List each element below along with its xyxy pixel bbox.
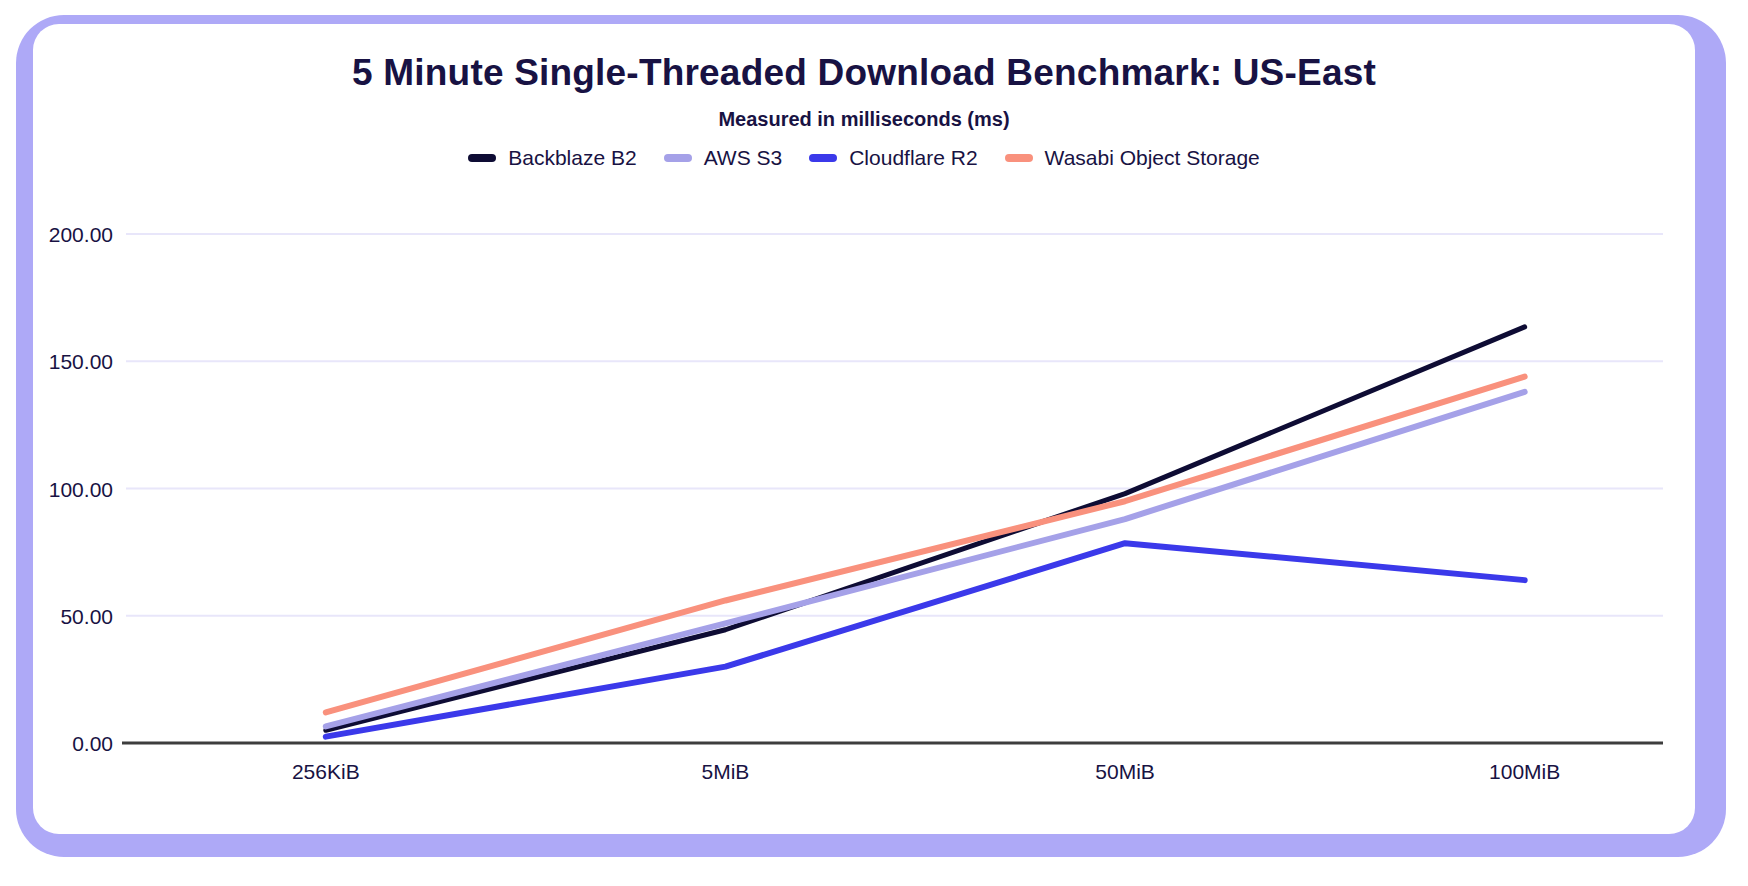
y-tick-label: 150.00 bbox=[49, 350, 113, 373]
y-tick-label: 50.00 bbox=[60, 605, 113, 628]
x-category-label: 256KiB bbox=[292, 760, 360, 783]
series-line-backblaze-b2 bbox=[326, 327, 1525, 730]
series-line-wasabi-object-storage bbox=[326, 377, 1525, 713]
y-tick-label: 100.00 bbox=[49, 478, 113, 501]
y-tick-label: 0.00 bbox=[72, 732, 113, 755]
line-chart: 0.00 50.00 100.00 150.00 200.00 256KiB 5MiB 50M… bbox=[0, 0, 1748, 886]
y-tick-label: 200.00 bbox=[49, 223, 113, 246]
x-category-label: 100MiB bbox=[1489, 760, 1560, 783]
x-category-label: 5MiB bbox=[702, 760, 750, 783]
x-category-label: 50MiB bbox=[1095, 760, 1155, 783]
